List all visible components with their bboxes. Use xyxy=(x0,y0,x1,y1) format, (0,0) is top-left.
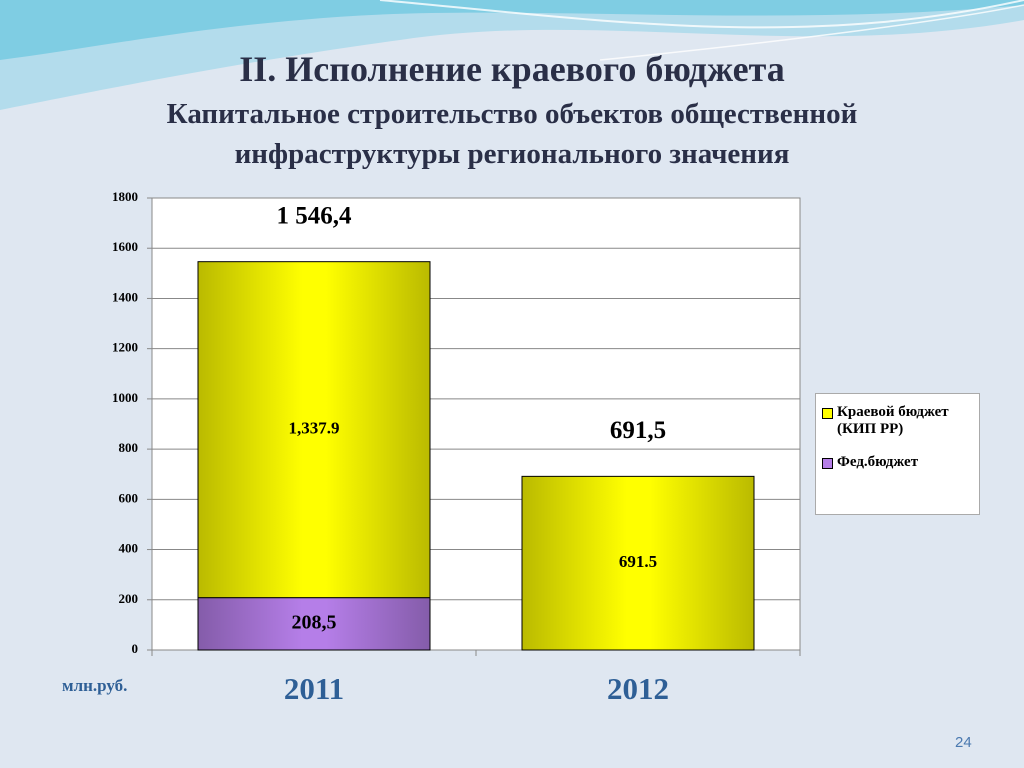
legend: Краевой бюджет (КИП РР) Фед.бюджет xyxy=(815,393,980,515)
y-tick-label: 600 xyxy=(119,490,139,505)
title: II. Исполнение краевого бюджета xyxy=(239,49,785,89)
y-tick-label: 1600 xyxy=(112,239,138,254)
value-label: 1,337.9 xyxy=(289,419,340,438)
subtitle: Капитальное строительство объектов общес… xyxy=(166,98,858,170)
y-tick-label: 1200 xyxy=(112,340,138,355)
bar-shading xyxy=(198,261,430,598)
decoration xyxy=(599,4,1024,61)
y-tick-label: 0 xyxy=(132,641,139,656)
decoration xyxy=(0,0,1024,60)
legend-swatch xyxy=(822,458,833,469)
y-tick-label: 1400 xyxy=(112,289,138,304)
y-tick-label: 200 xyxy=(119,591,139,606)
y-tick-label: 400 xyxy=(119,541,139,556)
y-tick-label: 1800 xyxy=(112,189,138,204)
value-label: 208,5 xyxy=(292,611,337,633)
legend-label: Фед.бюджет xyxy=(837,454,919,470)
total-label: 1 546,4 xyxy=(277,202,353,229)
decoration xyxy=(379,0,1024,29)
legend-item: Фед.бюджет xyxy=(822,454,975,471)
x-tick-label: 2011 xyxy=(284,671,344,706)
total-label: 691,5 xyxy=(610,417,666,444)
y-tick-label: 1000 xyxy=(112,390,138,405)
legend-item: Краевой бюджет (КИП РР) xyxy=(822,404,975,438)
value-label: 691.5 xyxy=(619,552,657,571)
legend-swatch xyxy=(822,408,833,419)
bar-outline xyxy=(197,261,431,599)
y-tick-label: 800 xyxy=(119,440,139,455)
x-tick-label: 2012 xyxy=(607,671,669,706)
y-axis-label: млн.руб. xyxy=(62,676,128,695)
slide-number: 24 xyxy=(955,734,972,751)
bar-outline xyxy=(521,475,755,651)
legend-label: Краевой бюджет (КИП РР) xyxy=(837,404,949,437)
bar-shading xyxy=(198,597,430,650)
bar-shading xyxy=(522,476,754,650)
